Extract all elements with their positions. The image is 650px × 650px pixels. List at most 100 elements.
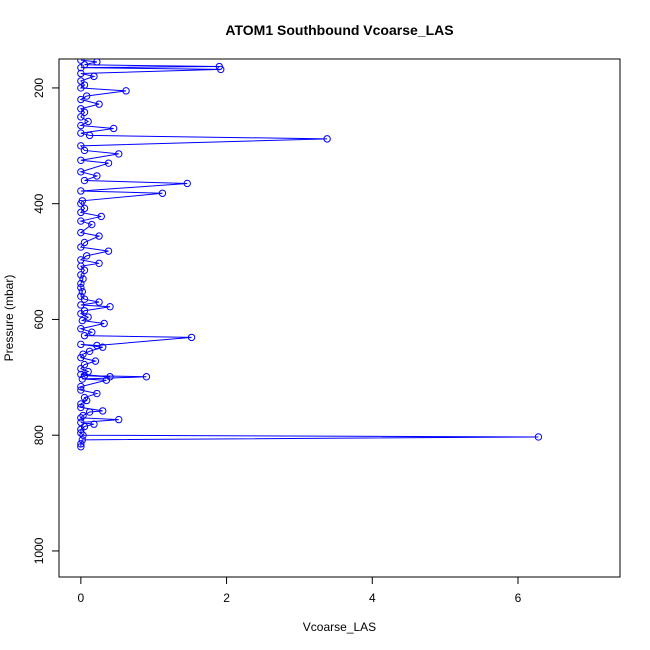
data-point [80,176,89,185]
data-point [91,357,100,365]
data-point [85,131,94,140]
data-point [183,179,191,188]
data-point [88,328,96,336]
data-point [187,333,196,342]
data-point [100,319,108,328]
plot-area [77,59,543,451]
data-point [77,95,85,104]
data-point [115,150,123,158]
data-point [80,266,89,274]
data-point [215,62,223,71]
x-axis-label: Vcoarse_LAS [303,620,376,634]
data-point [85,347,94,355]
data-point [77,414,85,422]
data-point [84,367,92,376]
data-point [84,117,92,126]
data-point [80,146,89,155]
data-point [77,403,85,412]
data-point [78,287,87,296]
data-point [79,411,87,420]
y-tick-label: 400 [32,193,46,213]
data-point [109,124,118,133]
data-point [77,382,85,391]
y-axis: 200 400 600 800 1000 [32,78,60,564]
data-point [77,256,85,264]
data-point [77,418,85,427]
data-point [77,340,85,349]
plot-frame [58,58,621,578]
data-point [90,72,98,81]
y-tick-label: 600 [32,309,46,329]
data-point [122,87,130,95]
x-axis: 0 2 4 6 [78,576,522,605]
data-point [93,59,101,66]
data-point [95,259,103,268]
data-point [104,247,113,255]
data-point [77,113,85,121]
y-tick-label: 800 [32,425,46,445]
data-point [80,371,89,380]
data-point [93,341,101,350]
data-point [77,59,85,64]
data-point [77,370,85,379]
data-point [82,92,91,100]
series-line [78,59,539,447]
data-point [106,303,114,311]
data-point [78,197,87,205]
data-point [80,422,89,431]
data-point [104,159,113,167]
data-point [158,189,167,197]
data-point [534,433,543,441]
data-point [77,121,85,130]
x-tick-label: 6 [515,591,522,605]
data-point [77,217,85,225]
y-axis-label: Pressure (mbar) [2,275,16,362]
data-point [80,204,89,213]
data-point [77,105,85,113]
data-point [77,129,85,137]
data-point [78,316,87,325]
data-point [115,415,123,424]
data-point [79,350,87,358]
data-point [77,69,85,78]
data-point [77,271,85,279]
data-point [85,408,94,416]
data-point [97,212,105,221]
data-point [93,172,101,180]
data-point [88,220,96,229]
data-point [77,386,85,394]
data-point [77,400,85,408]
data-point [79,275,87,283]
y-tick-label: 200 [32,78,46,98]
data-point [323,135,331,143]
data-point [77,325,85,333]
data-point [77,429,85,437]
data-point [77,228,85,237]
data-point [95,232,103,240]
data-point [142,373,151,381]
data-point [77,301,85,309]
data-point [80,307,89,315]
data-point [77,243,85,251]
data-point [77,187,85,195]
data-point [80,238,89,247]
chart-title: ATOM1 Southbound Vcoarse_LAS [225,22,453,38]
data-point [77,364,85,373]
data-point [82,252,91,260]
data-point [80,61,89,69]
data-point [77,279,85,288]
data-point [77,443,85,451]
x-tick-label: 2 [223,591,230,605]
data-point [80,81,89,89]
data-point [95,298,103,306]
data-point [77,292,85,300]
data-point [77,440,85,448]
x-tick-label: 0 [78,591,85,605]
data-point [80,360,89,369]
data-point [95,100,103,108]
data-point [77,77,85,85]
data-point [90,420,98,428]
data-point [77,156,85,164]
data-point [78,436,87,444]
